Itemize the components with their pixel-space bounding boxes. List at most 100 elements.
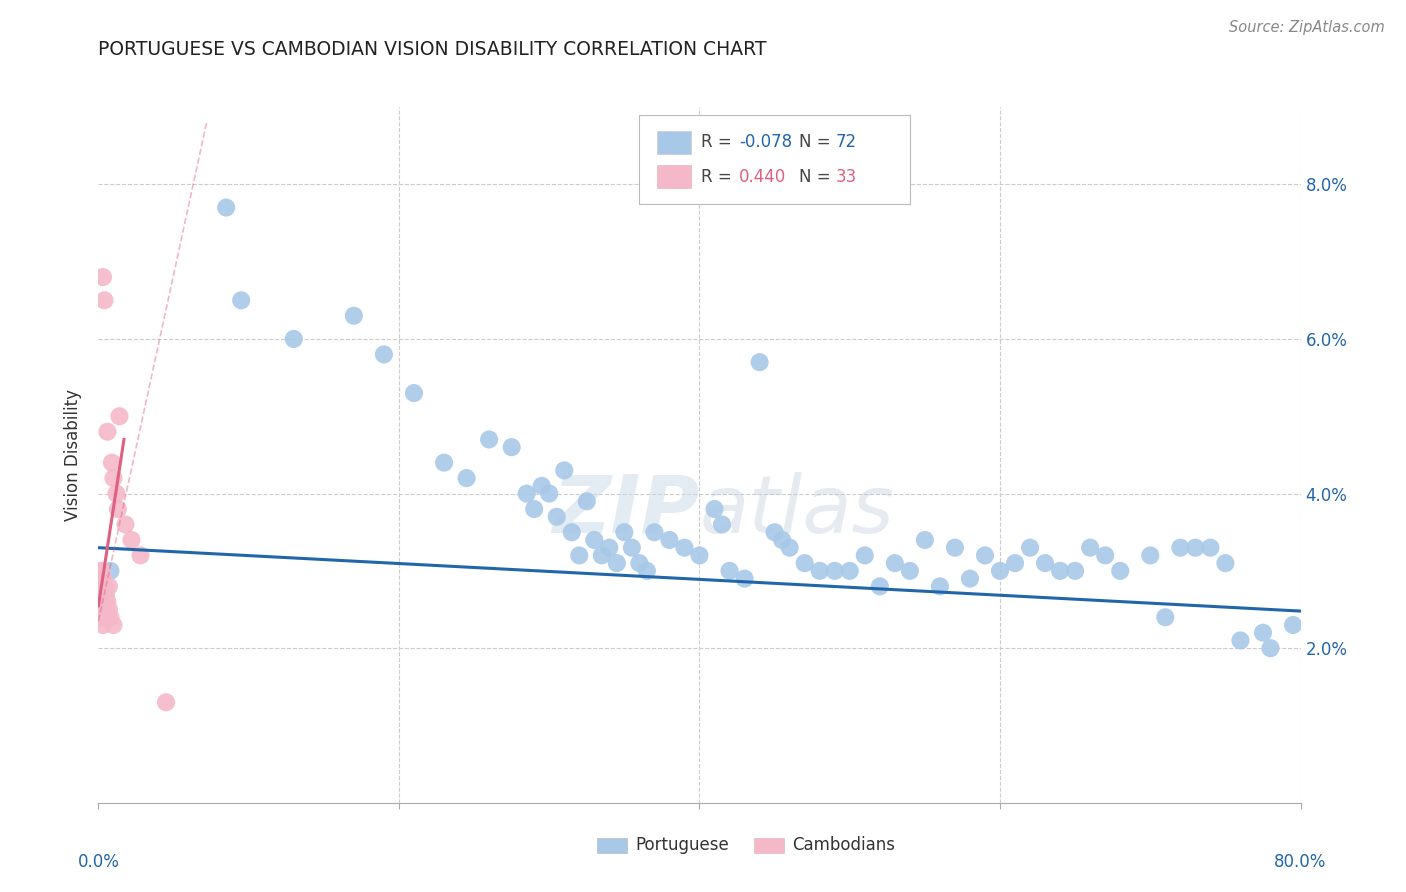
Point	[748, 355, 770, 369]
Point	[114, 517, 136, 532]
Point	[155, 695, 177, 709]
Text: Portuguese: Portuguese	[636, 836, 730, 855]
Point	[93, 595, 115, 609]
Point	[568, 549, 591, 563]
Point	[1251, 625, 1274, 640]
FancyBboxPatch shape	[598, 838, 627, 853]
Text: 80.0%: 80.0%	[1274, 853, 1327, 871]
Point	[583, 533, 606, 547]
Point	[606, 556, 628, 570]
Point	[546, 509, 568, 524]
Point	[591, 549, 613, 563]
Point	[101, 456, 124, 470]
Point	[770, 533, 793, 547]
Point	[1199, 541, 1222, 555]
Point	[703, 502, 725, 516]
Point	[808, 564, 831, 578]
Point	[643, 525, 665, 540]
Point	[91, 587, 114, 601]
Point	[103, 618, 125, 632]
FancyBboxPatch shape	[658, 166, 692, 188]
Point	[501, 440, 523, 454]
Point	[530, 479, 553, 493]
Point	[283, 332, 305, 346]
Point	[91, 270, 114, 285]
Point	[628, 556, 651, 570]
Point	[914, 533, 936, 547]
Text: -0.078: -0.078	[740, 133, 792, 151]
Point	[561, 525, 583, 540]
Point	[1139, 549, 1161, 563]
Point	[1154, 610, 1177, 624]
Point	[402, 386, 425, 401]
Text: 72: 72	[835, 133, 856, 151]
Point	[1184, 541, 1206, 555]
Point	[96, 595, 118, 609]
FancyBboxPatch shape	[754, 838, 783, 853]
Point	[598, 541, 620, 555]
Point	[1033, 556, 1056, 570]
Point	[231, 293, 253, 308]
Y-axis label: Vision Disability: Vision Disability	[65, 389, 83, 521]
Point	[516, 486, 538, 500]
Point	[93, 579, 115, 593]
Point	[883, 556, 905, 570]
Point	[636, 564, 658, 578]
Point	[107, 502, 129, 516]
Point	[658, 533, 681, 547]
Point	[343, 309, 366, 323]
Point	[100, 610, 122, 624]
Text: 0.0%: 0.0%	[77, 853, 120, 871]
Point	[121, 533, 143, 547]
Point	[96, 610, 118, 624]
Point	[689, 549, 711, 563]
Point	[97, 579, 120, 593]
Point	[91, 618, 114, 632]
Point	[1229, 633, 1251, 648]
Point	[103, 471, 125, 485]
Text: R =: R =	[700, 168, 742, 186]
Point	[105, 486, 128, 500]
Point	[1049, 564, 1071, 578]
Point	[1064, 564, 1087, 578]
Text: 0.440: 0.440	[740, 168, 786, 186]
Point	[456, 471, 478, 485]
Text: R =: R =	[700, 133, 737, 151]
Text: ZIP: ZIP	[553, 472, 700, 549]
Point	[779, 541, 801, 555]
Point	[90, 579, 112, 593]
Text: N =: N =	[799, 168, 837, 186]
Point	[89, 595, 111, 609]
Point	[91, 572, 114, 586]
Text: N =: N =	[799, 133, 837, 151]
Point	[974, 549, 997, 563]
Point	[90, 610, 112, 624]
Point	[89, 579, 111, 593]
Point	[898, 564, 921, 578]
Point	[433, 456, 456, 470]
Point	[620, 541, 643, 555]
Point	[1170, 541, 1192, 555]
Point	[793, 556, 815, 570]
Point	[1260, 641, 1282, 656]
Point	[929, 579, 952, 593]
FancyBboxPatch shape	[640, 115, 910, 204]
Text: PORTUGUESE VS CAMBODIAN VISION DISABILITY CORRELATION CHART: PORTUGUESE VS CAMBODIAN VISION DISABILIT…	[98, 40, 766, 59]
Point	[90, 564, 112, 578]
Point	[94, 602, 117, 616]
Point	[94, 587, 117, 601]
Point	[1004, 556, 1026, 570]
Text: Source: ZipAtlas.com: Source: ZipAtlas.com	[1229, 20, 1385, 35]
Point	[734, 572, 756, 586]
Point	[869, 579, 891, 593]
Text: Cambodians: Cambodians	[792, 836, 896, 855]
FancyBboxPatch shape	[658, 131, 692, 153]
Point	[575, 494, 598, 508]
Point	[96, 425, 118, 439]
Point	[100, 564, 122, 578]
Point	[988, 564, 1011, 578]
Point	[478, 433, 501, 447]
Point	[824, 564, 846, 578]
Point	[373, 347, 395, 361]
Point	[1078, 541, 1101, 555]
